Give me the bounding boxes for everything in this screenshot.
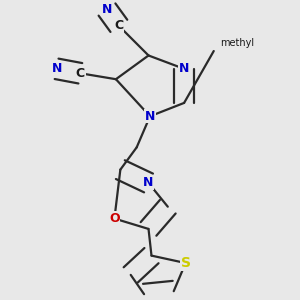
Text: C: C [76, 67, 85, 80]
Text: N: N [145, 110, 155, 123]
Text: N: N [179, 62, 189, 75]
Text: N: N [143, 176, 154, 190]
Text: N: N [102, 3, 112, 16]
Text: N: N [51, 62, 62, 75]
Text: S: S [181, 256, 190, 270]
Text: methyl: methyl [220, 38, 254, 48]
Text: C: C [114, 19, 123, 32]
Text: O: O [109, 212, 120, 225]
